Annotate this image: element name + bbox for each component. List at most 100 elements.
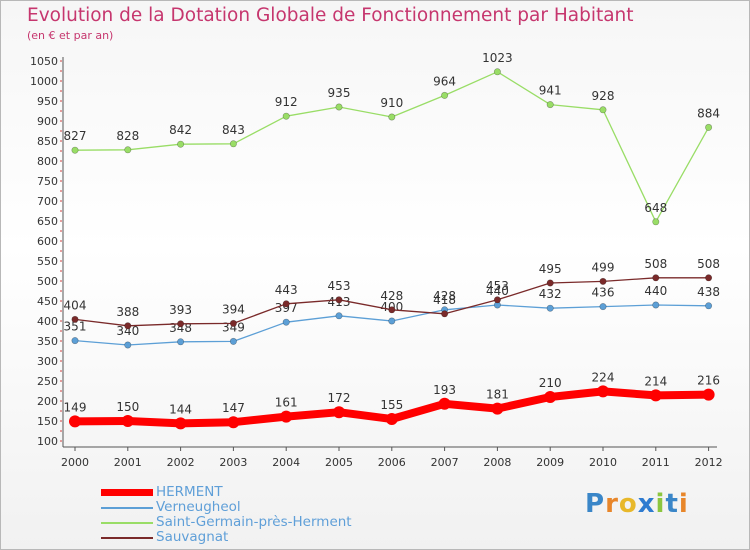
data-point-herment — [174, 417, 187, 430]
data-point-saint-germain-pr-s-herment — [546, 101, 554, 109]
data-label-sauvagnat: 495 — [539, 262, 562, 276]
data-label-sauvagnat: 508 — [697, 257, 720, 271]
x-tick-label: 2005 — [325, 456, 353, 469]
data-label-sauvagnat: 394 — [222, 302, 245, 316]
data-label-sauvagnat: 499 — [592, 260, 615, 274]
y-tick-label: 200 — [37, 395, 58, 408]
data-point-herment — [702, 388, 715, 401]
y-tick-label: 250 — [37, 375, 58, 388]
data-point-saint-germain-pr-s-herment — [335, 103, 343, 111]
data-label-verneugheol: 428 — [433, 289, 456, 303]
x-tick-label: 2004 — [272, 456, 300, 469]
logo-letter: t — [665, 489, 679, 519]
y-tick-label: 850 — [37, 135, 58, 148]
data-point-saint-germain-pr-s-herment — [441, 91, 449, 99]
x-tick-label: 2009 — [536, 456, 564, 469]
data-point-herment — [333, 406, 345, 419]
data-label-verneugheol: 440 — [486, 284, 509, 298]
data-point-sauvagnat — [546, 279, 554, 287]
data-label-sauvagnat: 393 — [169, 303, 192, 317]
data-label-sauvagnat: 418 — [433, 293, 456, 307]
logo-letter: i — [655, 489, 666, 519]
data-label-saint-germain-pr-s-herment: 827 — [64, 129, 87, 143]
legend-label: Verneugheol — [156, 499, 241, 515]
data-point-saint-germain-pr-s-herment — [493, 68, 501, 76]
data-point-sauvagnat — [71, 315, 79, 323]
logo-letter: P — [585, 489, 606, 519]
data-label-verneugheol: 438 — [697, 285, 720, 299]
y-tick-label: 1050 — [30, 55, 58, 68]
data-label-saint-germain-pr-s-herment: 1023 — [482, 51, 513, 65]
data-label-saint-germain-pr-s-herment: 928 — [592, 89, 615, 103]
chart-title: Evolution de la Dotation Globale de Fonc… — [27, 5, 634, 26]
logo-letter: o — [618, 489, 638, 519]
data-label-verneugheol: 440 — [644, 284, 667, 298]
data-point-verneugheol — [705, 302, 713, 310]
legend-swatch — [101, 507, 153, 509]
data-point-verneugheol — [599, 303, 607, 311]
data-point-saint-germain-pr-s-herment — [282, 112, 290, 120]
y-tick-label: 550 — [37, 255, 58, 268]
y-tick-label: 900 — [37, 115, 58, 128]
data-label-herment: 161 — [275, 396, 298, 410]
y-tick-label: 600 — [37, 235, 58, 248]
legend-swatch — [101, 537, 153, 539]
logo-letter: r — [605, 489, 619, 519]
data-point-verneugheol — [335, 312, 343, 320]
y-tick-label: 350 — [37, 335, 58, 348]
y-tick-label: 1000 — [30, 75, 58, 88]
data-point-herment — [649, 389, 662, 402]
legend-label: Sauvagnat — [156, 529, 229, 545]
data-point-herment — [491, 402, 504, 415]
data-label-herment: 214 — [644, 374, 667, 388]
data-point-verneugheol — [546, 304, 554, 312]
data-label-herment: 181 — [486, 388, 509, 402]
data-label-herment: 193 — [433, 383, 456, 397]
data-label-saint-germain-pr-s-herment: 648 — [644, 201, 667, 215]
data-label-verneugheol: 436 — [592, 286, 615, 300]
x-tick-label: 2012 — [695, 456, 723, 469]
y-tick-label: 300 — [37, 355, 58, 368]
data-label-saint-germain-pr-s-herment: 964 — [433, 74, 456, 88]
data-point-verneugheol — [388, 317, 396, 325]
data-point-sauvagnat — [388, 306, 396, 314]
data-point-herment — [280, 410, 293, 423]
data-label-sauvagnat: 428 — [380, 289, 403, 303]
data-point-saint-germain-pr-s-herment — [705, 123, 713, 131]
data-point-sauvagnat — [177, 320, 185, 328]
data-point-sauvagnat — [124, 322, 132, 330]
x-tick-label: 2001 — [114, 456, 142, 469]
chart-subtitle: (en € et par an) — [27, 29, 114, 42]
y-tick-label: 750 — [37, 175, 58, 188]
data-point-sauvagnat — [335, 296, 343, 304]
data-label-saint-germain-pr-s-herment: 935 — [328, 86, 351, 100]
data-label-sauvagnat: 404 — [64, 298, 87, 312]
y-tick-label: 100 — [37, 435, 58, 448]
data-label-saint-germain-pr-s-herment: 941 — [539, 84, 562, 98]
data-point-verneugheol — [282, 318, 290, 326]
data-label-verneugheol: 351 — [64, 320, 87, 334]
data-label-herment: 224 — [592, 370, 615, 384]
data-point-sauvagnat — [652, 274, 660, 282]
data-label-herment: 210 — [539, 376, 562, 390]
y-tick-label: 700 — [37, 195, 58, 208]
data-point-verneugheol — [177, 338, 185, 346]
data-label-saint-germain-pr-s-herment: 910 — [380, 96, 403, 110]
legend-label: Saint-Germain-près-Herment — [156, 514, 352, 530]
x-tick-label: 2007 — [431, 456, 459, 469]
data-label-verneugheol: 397 — [275, 301, 298, 315]
data-point-sauvagnat — [229, 319, 237, 327]
data-label-saint-germain-pr-s-herment: 842 — [169, 123, 192, 137]
data-point-saint-germain-pr-s-herment — [652, 218, 660, 226]
data-point-saint-germain-pr-s-herment — [71, 146, 79, 154]
data-label-verneugheol: 340 — [116, 324, 139, 338]
data-point-sauvagnat — [282, 300, 290, 308]
data-label-verneugheol: 432 — [539, 287, 562, 301]
data-label-sauvagnat: 443 — [275, 283, 298, 297]
x-tick-label: 2002 — [167, 456, 195, 469]
data-label-saint-germain-pr-s-herment: 884 — [697, 106, 720, 120]
data-point-herment — [121, 415, 134, 427]
data-point-herment — [597, 385, 609, 398]
